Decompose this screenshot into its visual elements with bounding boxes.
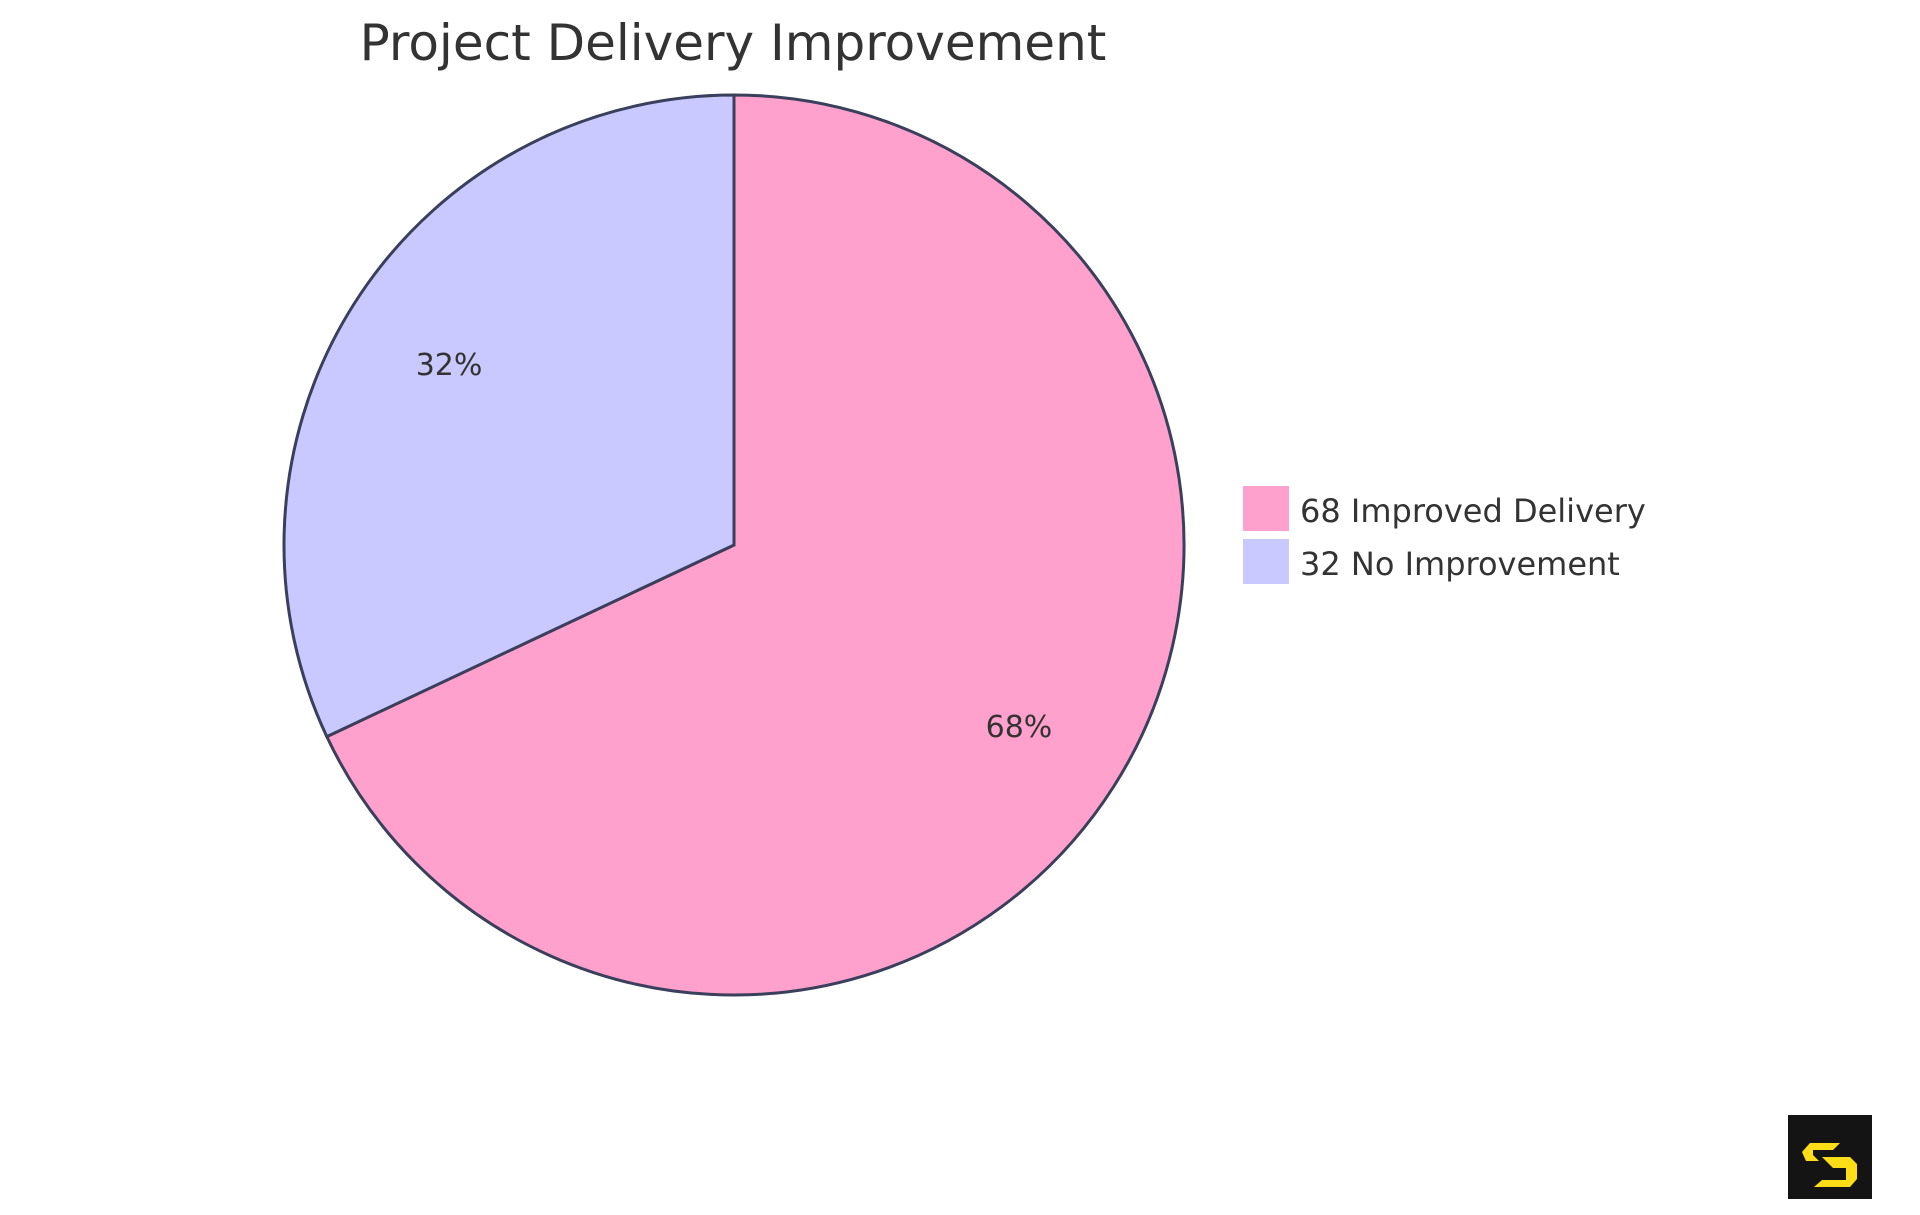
- chart-title: Project Delivery Improvement: [360, 14, 1107, 72]
- legend-swatch-no-improvement: [1243, 539, 1289, 584]
- slice-labels: 68% 32%: [416, 348, 1053, 745]
- legend-swatch-improved: [1243, 486, 1289, 531]
- pie-slice-improved-delivery: [324, 93, 1186, 997]
- legend-label-improved: 68 Improved Delivery: [1300, 492, 1646, 530]
- legend-label-no-improvement: 32 No Improvement: [1300, 545, 1620, 583]
- pie-slice-no-improvement: [282, 93, 736, 739]
- legend: 68 Improved Delivery 32 No Improvement: [1243, 486, 1646, 584]
- slice-percent-label: 32%: [416, 348, 483, 383]
- slice-percent-label: 68%: [986, 710, 1053, 745]
- pie-slices: [282, 93, 1186, 997]
- s-logo: [1788, 1115, 1872, 1199]
